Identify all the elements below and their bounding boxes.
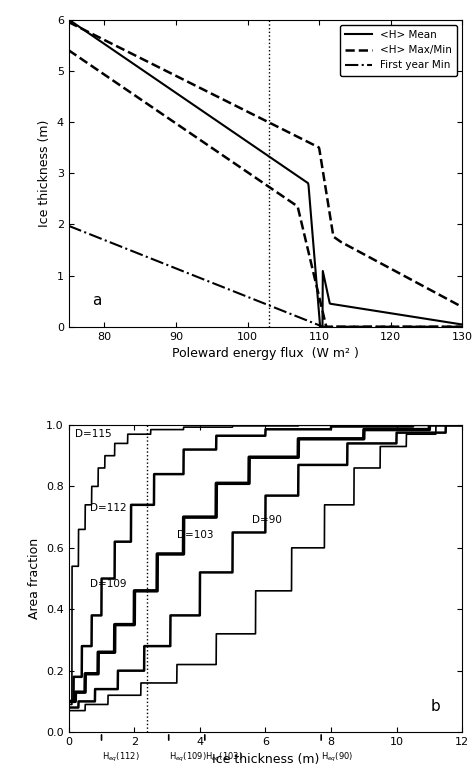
Text: H$_{eq}$(103): H$_{eq}$(103) [205, 751, 243, 763]
Text: D=112: D=112 [90, 503, 127, 513]
Y-axis label: Area fraction: Area fraction [27, 538, 41, 619]
Y-axis label: Ice thickness (m): Ice thickness (m) [38, 120, 51, 227]
Text: D=90: D=90 [252, 514, 282, 525]
X-axis label: Ice thickness (m): Ice thickness (m) [212, 752, 319, 766]
Text: a: a [92, 293, 102, 309]
Text: D=109: D=109 [90, 579, 127, 590]
Text: D=115: D=115 [74, 429, 111, 438]
Text: H$_{eq}$(109): H$_{eq}$(109) [169, 751, 207, 763]
X-axis label: Poleward energy flux  (W m² ): Poleward energy flux (W m² ) [172, 347, 359, 360]
Text: b: b [431, 698, 440, 713]
Text: H$_{eq}$(112): H$_{eq}$(112) [101, 751, 139, 763]
Text: D=103: D=103 [177, 530, 213, 540]
Text: H$_{eq}$(90): H$_{eq}$(90) [321, 751, 354, 763]
Legend: <H> Mean, <H> Max/Min, First year Min: <H> Mean, <H> Max/Min, First year Min [340, 25, 457, 76]
